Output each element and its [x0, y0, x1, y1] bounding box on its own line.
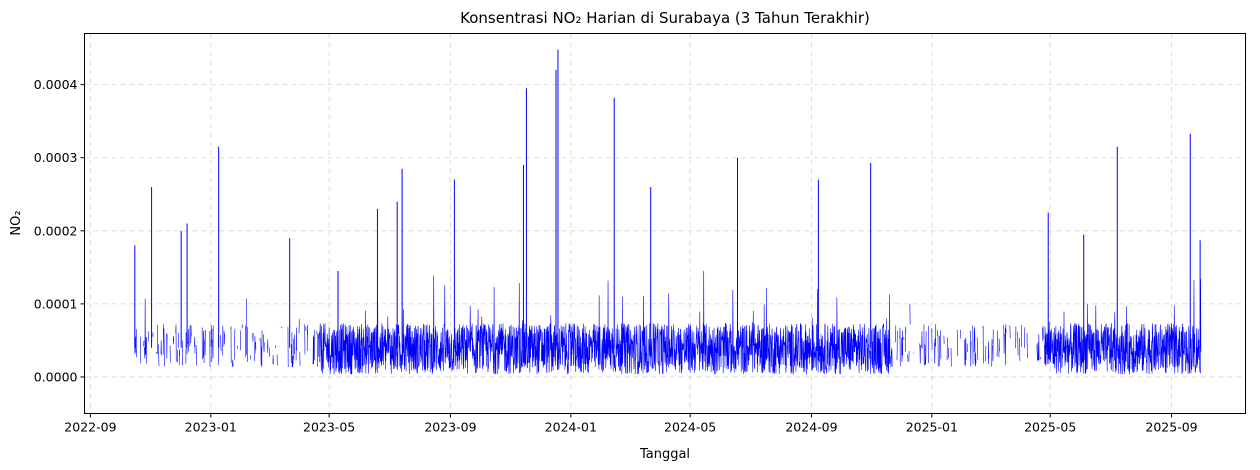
chart-title: Konsentrasi NO₂ Harian di Surabaya (3 Ta…	[460, 9, 870, 27]
x-tick-label: 2024-01	[545, 420, 597, 435]
x-tick-label: 2023-01	[185, 420, 237, 435]
y-tick-label: 0.0003	[34, 150, 78, 165]
plot-frame	[84, 33, 1246, 414]
grid-layer	[84, 33, 1246, 414]
x-tick-label: 2023-09	[424, 420, 476, 435]
x-tick-label: 2022-09	[64, 420, 116, 435]
series-line	[134, 270, 1202, 375]
x-tick-label: 2023-05	[303, 420, 355, 435]
x-tick-label: 2025-05	[1024, 420, 1076, 435]
y-axis-ticks: 0.0000 0.0001 0.0002 0.0003 0.0004	[34, 77, 85, 384]
x-tick-label: 2024-05	[664, 420, 716, 435]
x-axis-ticks: 2022-09 2023-01 2023-05 2023-09 2024-01 2024-…	[64, 413, 1198, 435]
y-tick-label: 0.0000	[34, 369, 78, 384]
x-axis-label: Tanggal	[639, 447, 690, 462]
x-tick-label: 2024-09	[785, 420, 837, 435]
y-tick-label: 0.0004	[34, 77, 78, 92]
data-layer	[134, 49, 1202, 375]
y-tick-label: 0.0002	[34, 223, 78, 238]
y-axis-label: NO₂	[9, 210, 24, 235]
y-tick-label: 0.0001	[34, 296, 78, 311]
x-tick-label: 2025-09	[1145, 420, 1197, 435]
x-tick-label: 2025-01	[906, 420, 958, 435]
